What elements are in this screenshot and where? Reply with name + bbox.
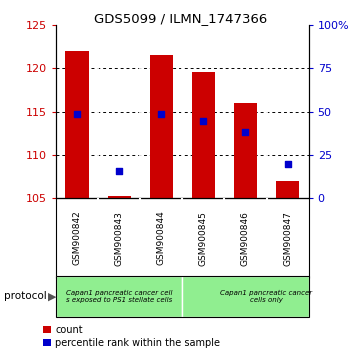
Point: [243, 130, 248, 135]
Text: GDS5099 / ILMN_1747366: GDS5099 / ILMN_1747366: [94, 12, 267, 25]
Text: GSM900845: GSM900845: [199, 211, 208, 266]
Legend: count, percentile rank within the sample: count, percentile rank within the sample: [43, 325, 221, 348]
Point: [285, 161, 291, 166]
Bar: [276, 181, 299, 198]
Point: [74, 111, 80, 117]
Text: GSM900842: GSM900842: [73, 211, 82, 266]
Bar: [65, 51, 88, 198]
Point: [158, 111, 164, 117]
Text: Capan1 pancreatic cancer cell
s exposed to PS1 stellate cells: Capan1 pancreatic cancer cell s exposed …: [66, 290, 173, 303]
Text: GSM900843: GSM900843: [115, 211, 123, 266]
Bar: [108, 196, 131, 198]
Bar: [182, 276, 309, 317]
Bar: [234, 103, 257, 198]
Text: Capan1 pancreatic cancer
cells only: Capan1 pancreatic cancer cells only: [221, 290, 313, 303]
Point: [116, 169, 122, 174]
Text: GSM900844: GSM900844: [157, 211, 166, 266]
Point: [200, 118, 206, 124]
Text: GSM900847: GSM900847: [283, 211, 292, 266]
Bar: [192, 73, 215, 198]
Text: protocol: protocol: [4, 291, 46, 302]
Text: GSM900846: GSM900846: [241, 211, 250, 266]
Bar: [150, 55, 173, 198]
Bar: [56, 276, 182, 317]
Text: ▶: ▶: [48, 291, 57, 302]
